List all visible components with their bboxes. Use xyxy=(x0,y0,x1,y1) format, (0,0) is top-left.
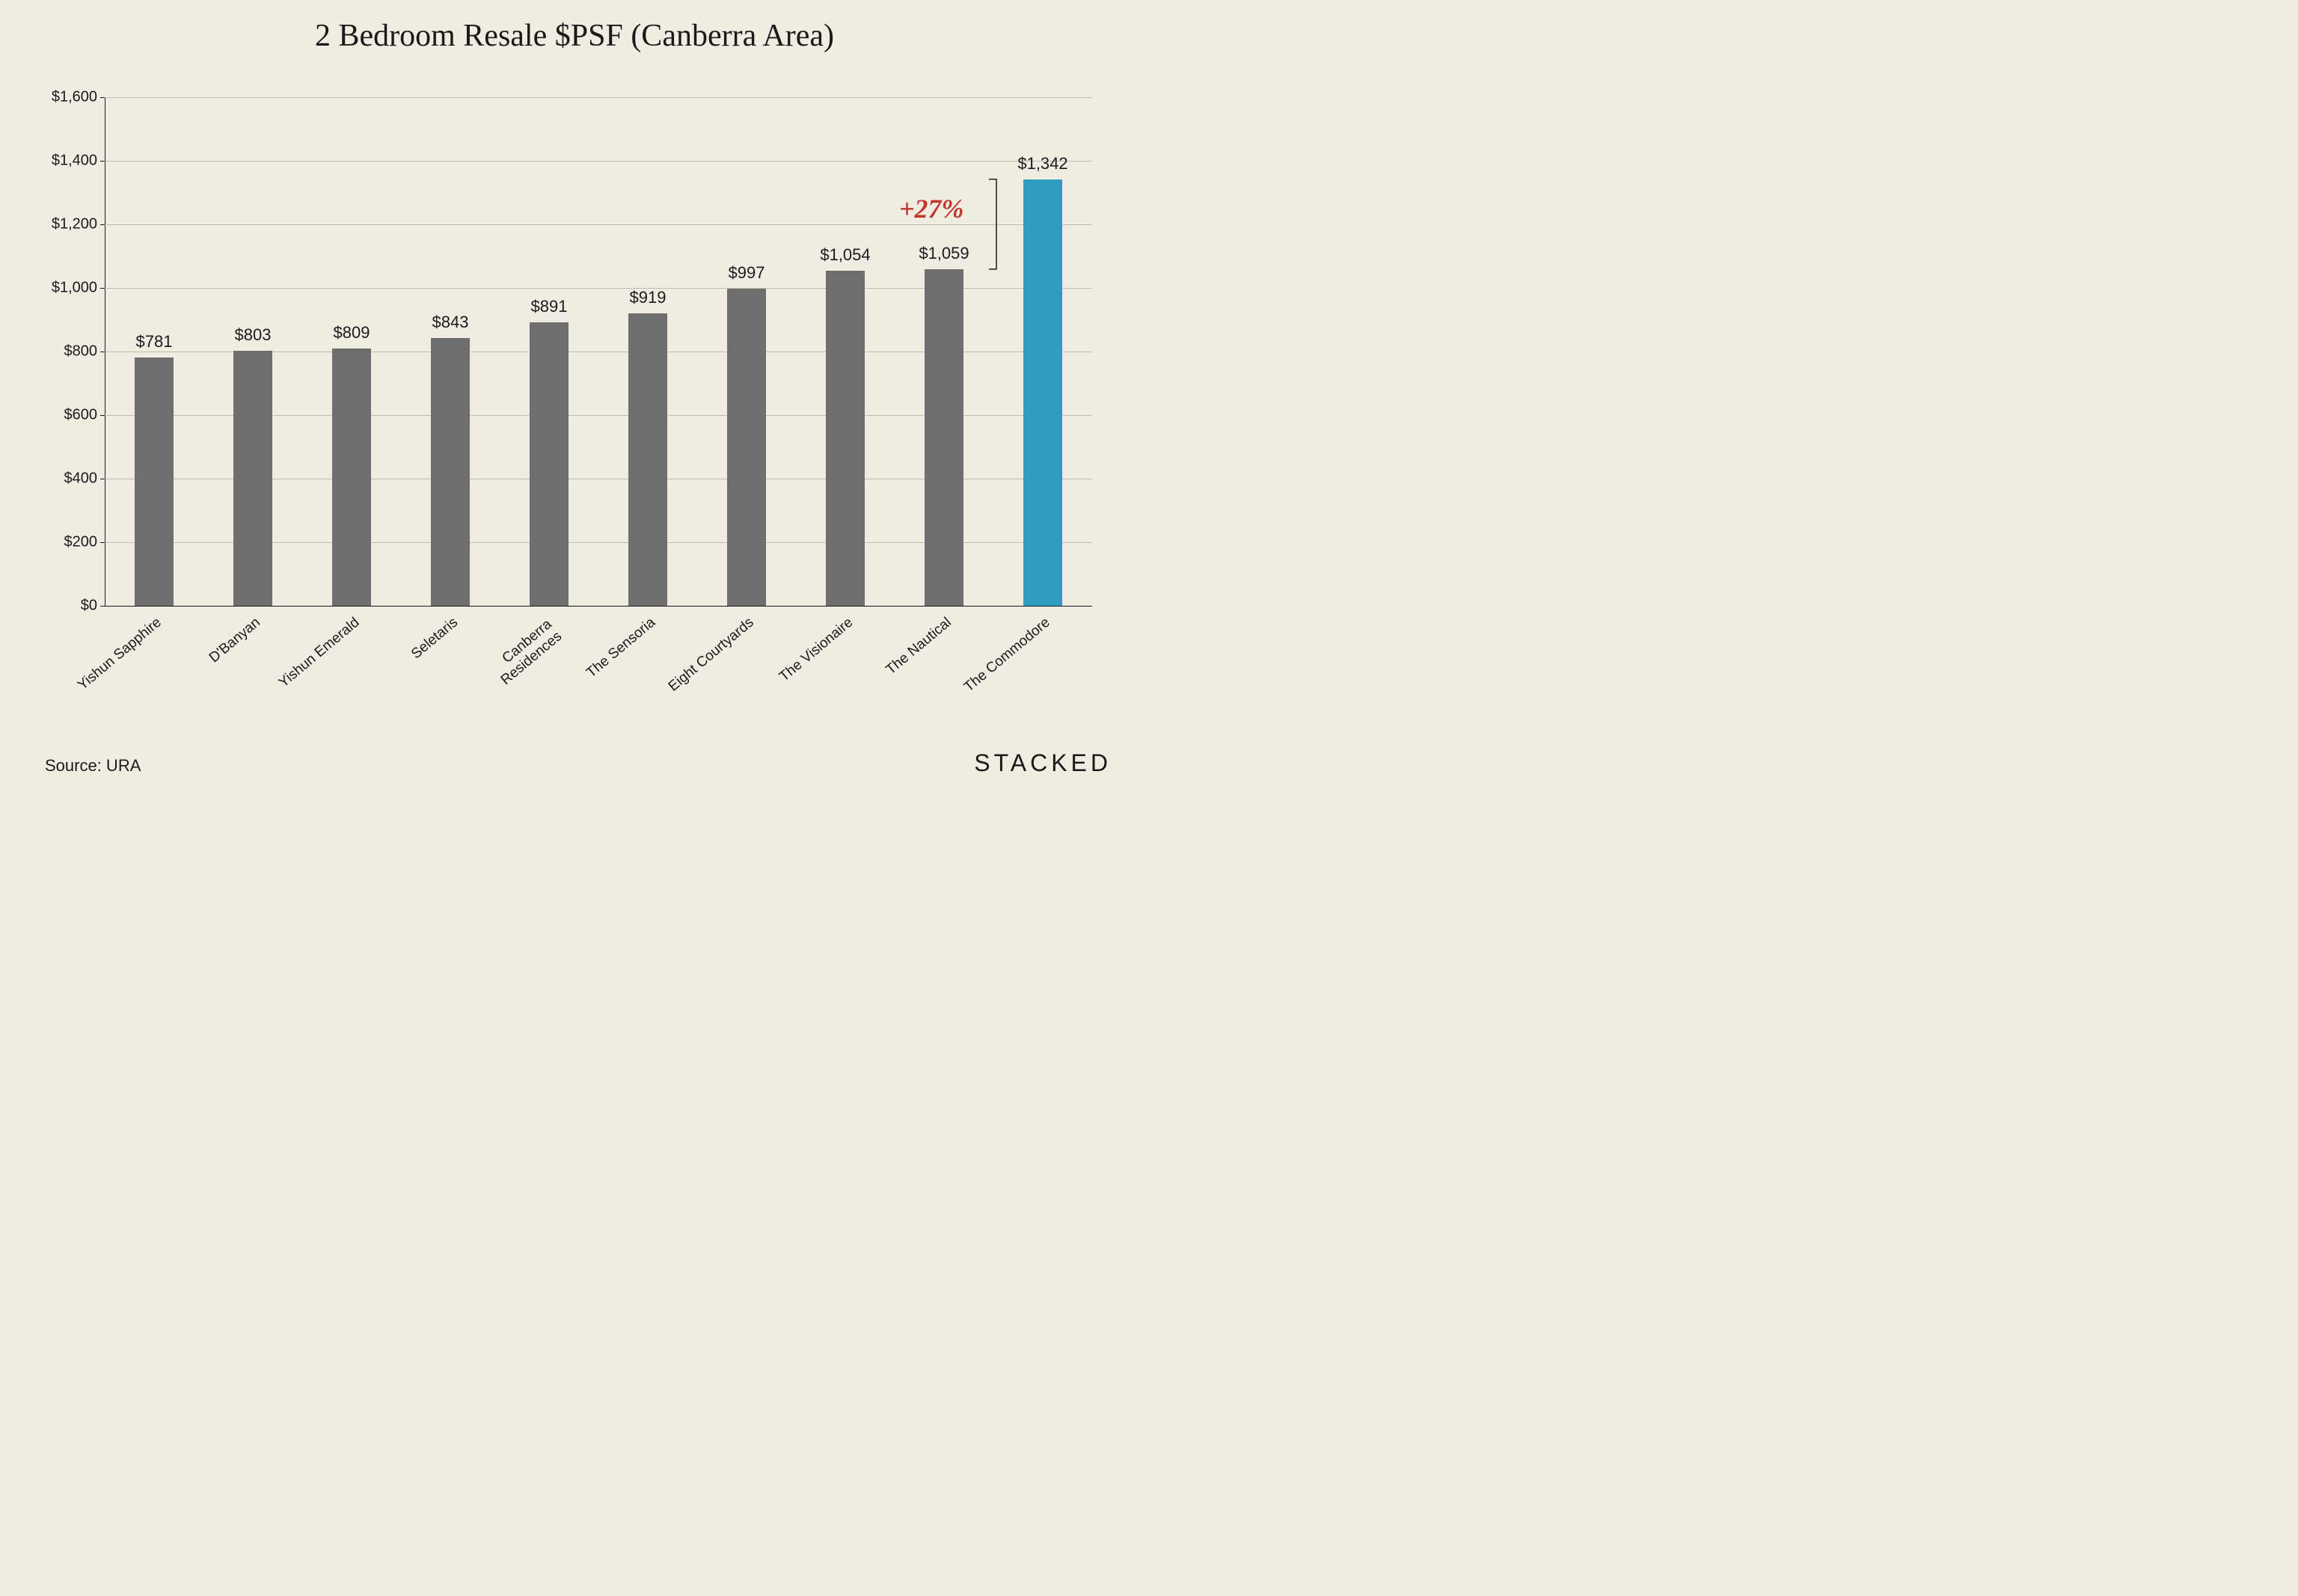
y-tick-label: $1,000 xyxy=(30,280,97,297)
chart-container: 2 Bedroom Resale $PSF (Canberra Area) $0… xyxy=(0,0,1149,798)
x-tick-label: Yishun Emerald xyxy=(276,615,363,691)
brand-logo: STACKED xyxy=(974,749,1112,777)
y-tick-label: $0 xyxy=(30,598,97,615)
x-tick-label: Eight Courtyards xyxy=(667,615,758,695)
x-axis-labels: Yishun SapphireD'BanyanYishun EmeraldSel… xyxy=(105,613,1092,733)
chart-title: 2 Bedroom Resale $PSF (Canberra Area) xyxy=(0,18,1149,54)
source-text: Source: URA xyxy=(45,756,141,776)
y-tick-label: $800 xyxy=(30,343,97,360)
x-tick-label: The Sensoria xyxy=(584,615,659,681)
x-tick-label: Seletaris xyxy=(409,615,462,663)
x-tick-label: The Commodore xyxy=(962,615,1054,696)
x-tick-label: Canberra Residences xyxy=(488,617,566,689)
x-tick-label: Yishun Sapphire xyxy=(76,615,165,693)
y-tick-label: $400 xyxy=(30,470,97,488)
x-tick-label: The Visionaire xyxy=(777,615,857,685)
y-tick-label: $600 xyxy=(30,407,97,424)
y-tick-label: $1,200 xyxy=(30,216,97,233)
y-tick-label: $1,600 xyxy=(30,89,97,106)
annotation-bracket xyxy=(105,97,1092,606)
annotation-text: +27% xyxy=(899,193,964,224)
plot-area: $0$200$400$600$800$1,000$1,200$1,400$1,6… xyxy=(105,97,1092,606)
x-tick-label: The Nautical xyxy=(884,615,955,678)
y-tick-label: $1,400 xyxy=(30,153,97,170)
x-tick-label: D'Banyan xyxy=(207,615,264,666)
x-axis-line xyxy=(105,606,1092,607)
y-tick-label: $200 xyxy=(30,534,97,551)
y-tick xyxy=(100,606,105,607)
